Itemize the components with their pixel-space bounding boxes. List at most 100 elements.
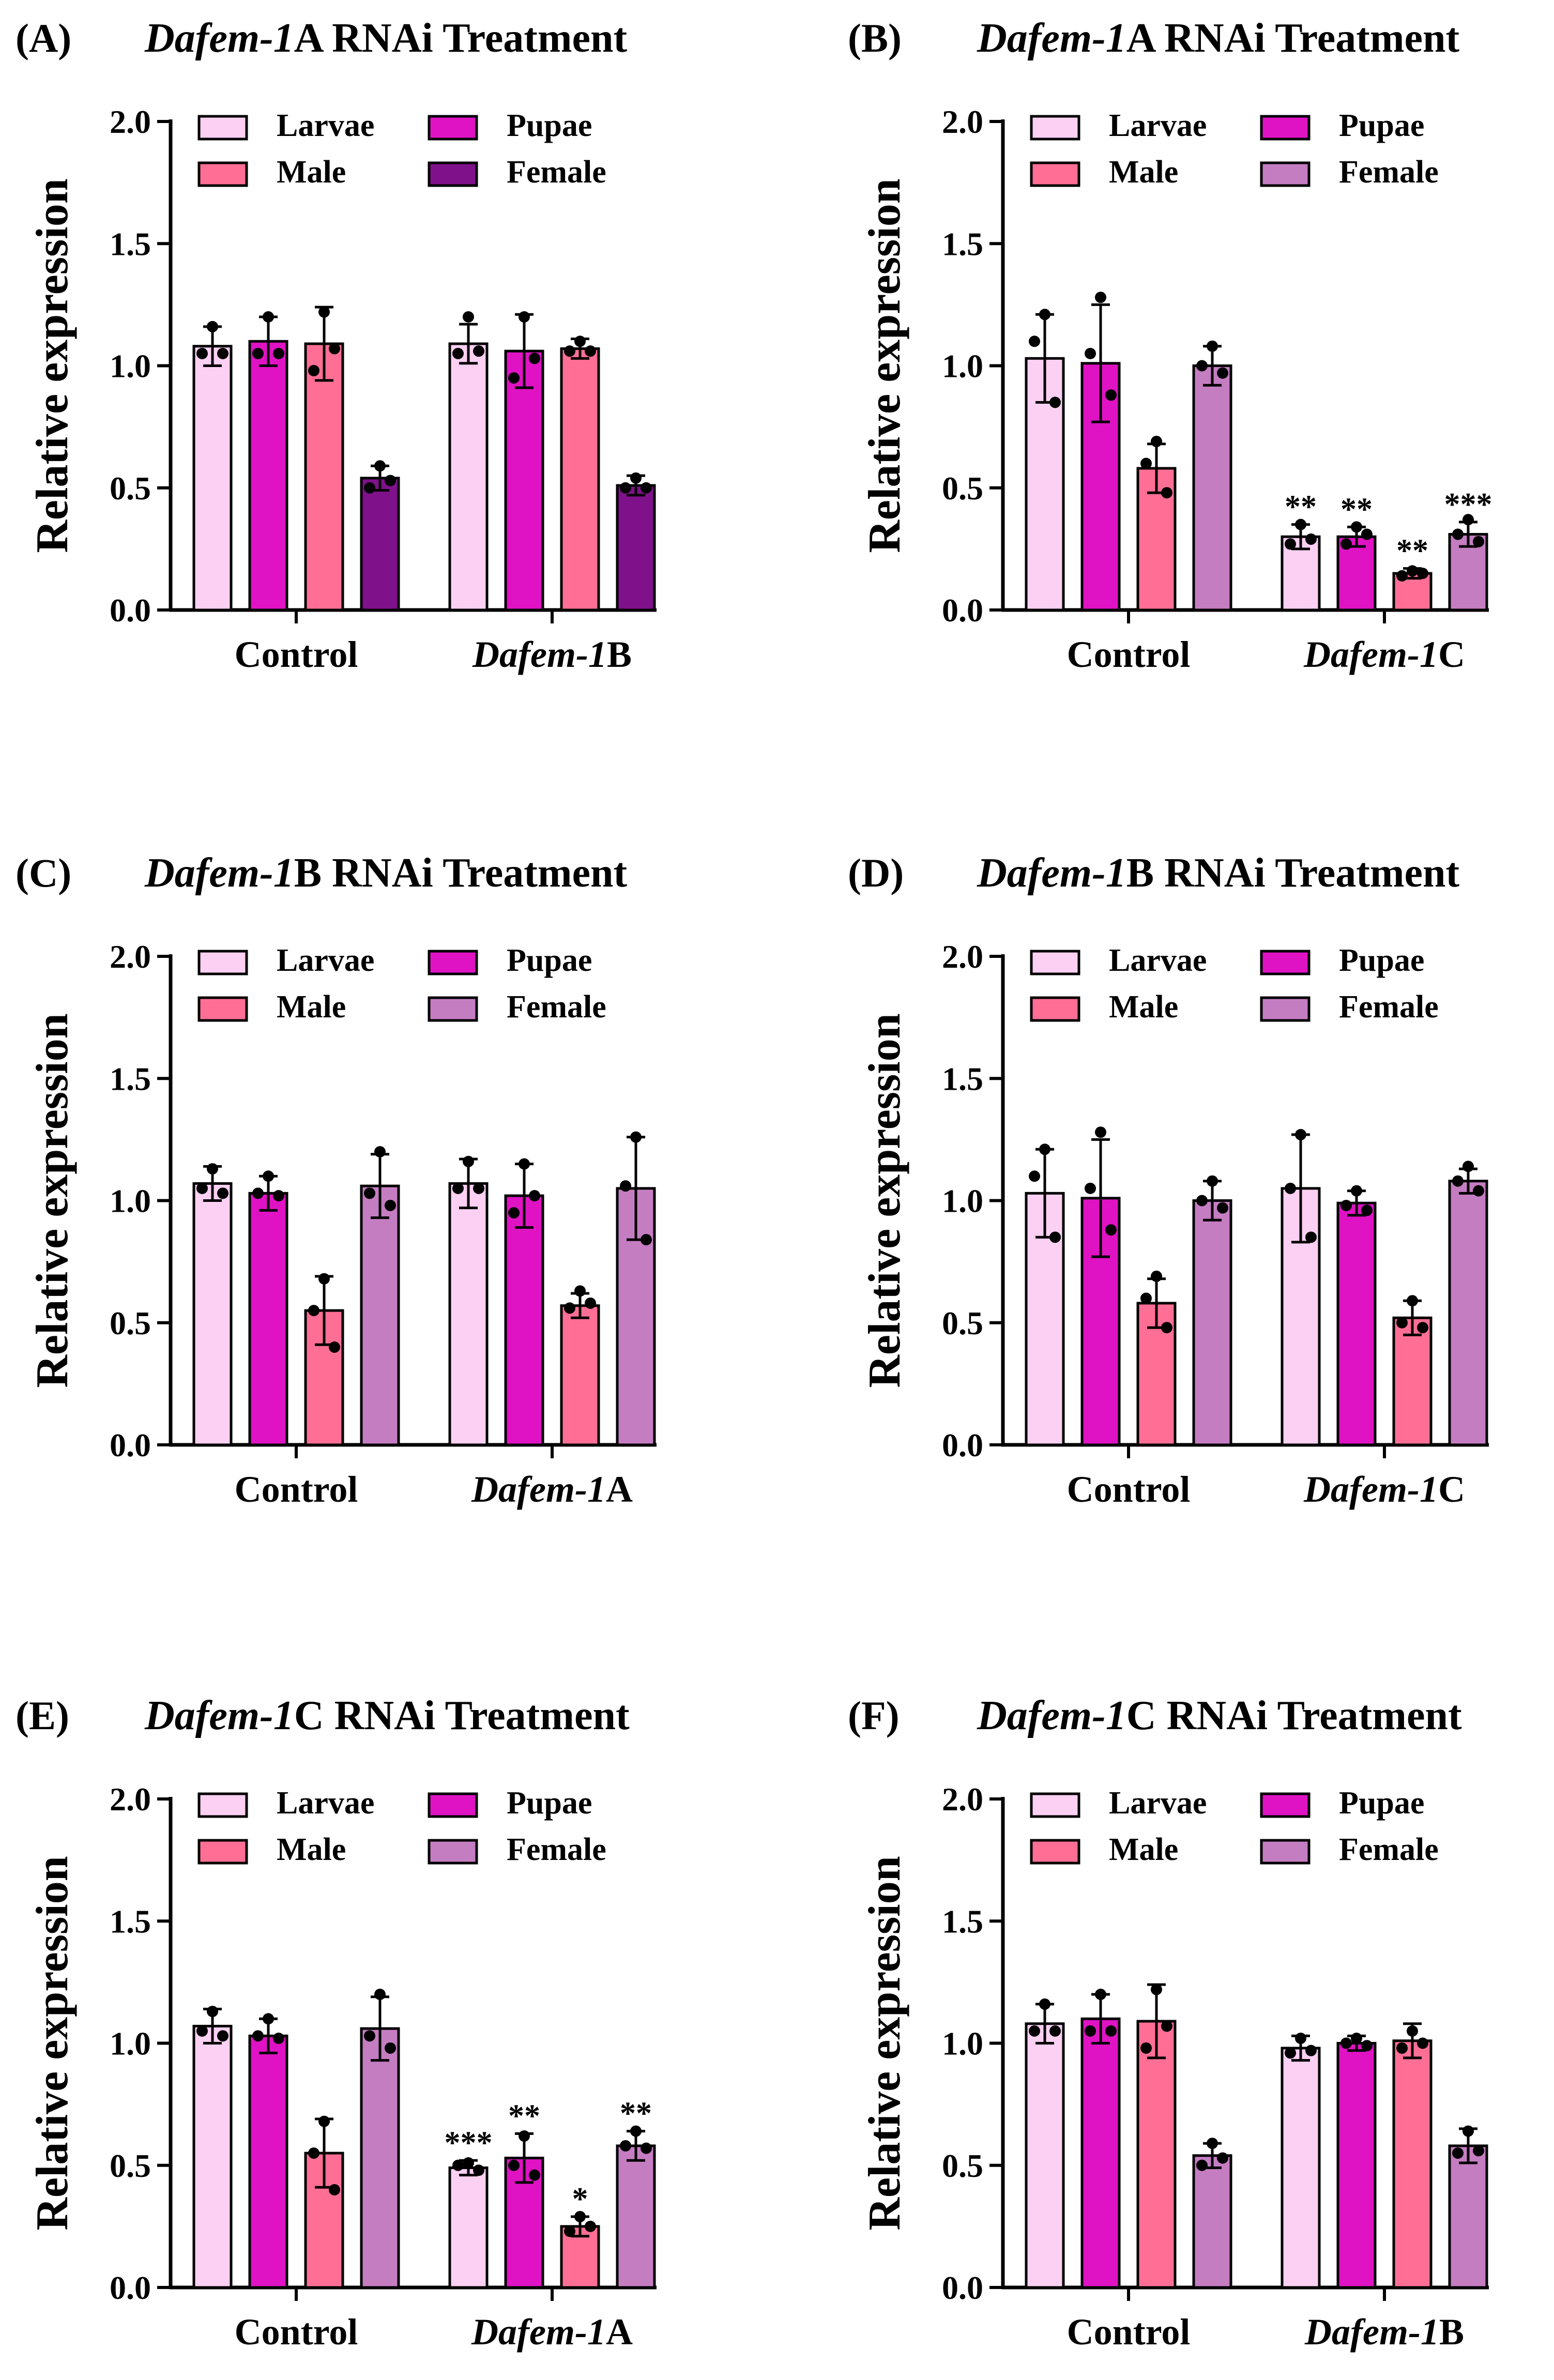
data-point [452,2159,464,2171]
data-point [364,1187,375,1199]
legend-label-female: Female [1339,155,1439,190]
data-point [463,2157,474,2169]
bar-female [1448,2144,1488,2289]
data-point [1407,565,1418,577]
x-group-label: Control [1067,2311,1191,2353]
data-point [1305,1231,1317,1243]
data-point [473,2164,484,2176]
data-point [1217,1202,1228,1214]
bar-pupae [504,349,544,612]
y-tick-label: 2.0 [110,103,151,140]
y-tick-label: 1.0 [110,348,151,385]
bar-pupae [504,1194,544,1446]
legend-label-male: Male [277,155,346,190]
data-point [318,306,330,318]
data-point [1417,568,1428,579]
data-point [263,1170,274,1182]
data-point [385,475,396,486]
data-point [508,1207,520,1219]
legend-swatch-pupae [428,115,478,141]
x-group-label: Control [235,634,358,675]
y-tick-label: 1.5 [942,1903,983,1940]
legend-label-larvae: Larvae [277,108,374,143]
data-point [529,2169,540,2181]
data-point [364,2030,375,2042]
data-point [508,2159,520,2171]
data-point [1029,2025,1040,2037]
data-point [1351,521,1362,533]
legend-label-female: Female [507,1832,606,1867]
y-tick-label: 2.0 [942,103,983,140]
x-group-label-italic: Dafem-1 [471,1469,606,1510]
data-point [1140,1292,1152,1304]
chart-title: Dafem-1B RNAi Treatment [144,850,628,896]
x-group-label-rest: B [1439,2311,1464,2353]
data-point [196,2025,208,2037]
data-point [1140,457,1152,469]
data-point [1285,538,1296,550]
data-point [1151,1270,1162,1282]
significance-marker: ** [1285,490,1317,525]
data-point [1161,2020,1172,2032]
y-axis-label: Relative expression [27,1013,78,1387]
legend-label-pupae: Pupae [507,943,592,978]
legend-label-pupae: Pupae [507,108,592,143]
data-point [1361,2040,1373,2052]
x-group-label-italic: Dafem-1 [1303,1469,1438,1510]
legend-swatch-male [1030,161,1080,187]
bar-female [1448,1180,1488,1446]
x-group-label-italic: Dafem-1 [472,634,607,675]
data-point [252,347,264,359]
legend-label-larvae: Larvae [1109,108,1207,143]
data-point [374,1989,386,2000]
legend-swatch-female [1260,996,1311,1022]
y-tick-label: 1.5 [110,1060,151,1097]
data-point [1462,1161,1474,1172]
legend-swatch-male [197,996,248,1022]
legend-swatch-larvae [197,115,248,141]
data-point [263,2013,274,2025]
data-point [273,2033,284,2045]
data-point [585,1297,596,1309]
legend-label-pupae: Pupae [507,1786,592,1821]
legend-swatch-female [1260,161,1311,187]
data-point [385,2042,396,2054]
legend-swatch-male [1030,996,1080,1022]
data-point [273,347,284,359]
legend-swatch-male [197,1839,248,1865]
data-point [452,1182,464,1194]
legend-label-larvae: Larvae [277,1786,374,1821]
bar-male [1392,1316,1433,1446]
data-point [585,2220,596,2232]
x-group-label: Dafem-1A [471,1469,633,1510]
legend-label-female: Female [507,989,606,1025]
legend-label-male: Male [1109,155,1178,190]
legend-label-female: Female [1339,989,1439,1025]
y-tick-label: 0.5 [110,470,151,507]
data-point [452,347,464,359]
bar-female [360,1184,400,1446]
legend-label-male: Male [277,989,346,1025]
data-point [1049,2025,1061,2037]
data-point [1452,2147,1464,2159]
x-group-label-italic: Dafem-1 [471,2311,606,2353]
data-point [1295,2033,1306,2045]
y-tick-label: 0.5 [110,2147,151,2184]
y-tick-label: 1.5 [110,1903,151,1940]
x-group-label: Dafem-1C [1303,634,1465,675]
data-point [252,2030,264,2042]
y-tick-label: 0.0 [942,2269,983,2306]
y-axis-label: Relative expression [860,178,910,553]
data-point [630,2125,642,2137]
bar-pupae [1080,2017,1121,2289]
data-point [1029,335,1040,347]
significance-marker: *** [1444,487,1492,522]
data-point [1105,389,1117,401]
data-point [585,345,596,357]
bar-female [616,2144,656,2289]
chart-title-italic: Dafem-1 [144,850,294,896]
data-point [1361,1204,1373,1216]
